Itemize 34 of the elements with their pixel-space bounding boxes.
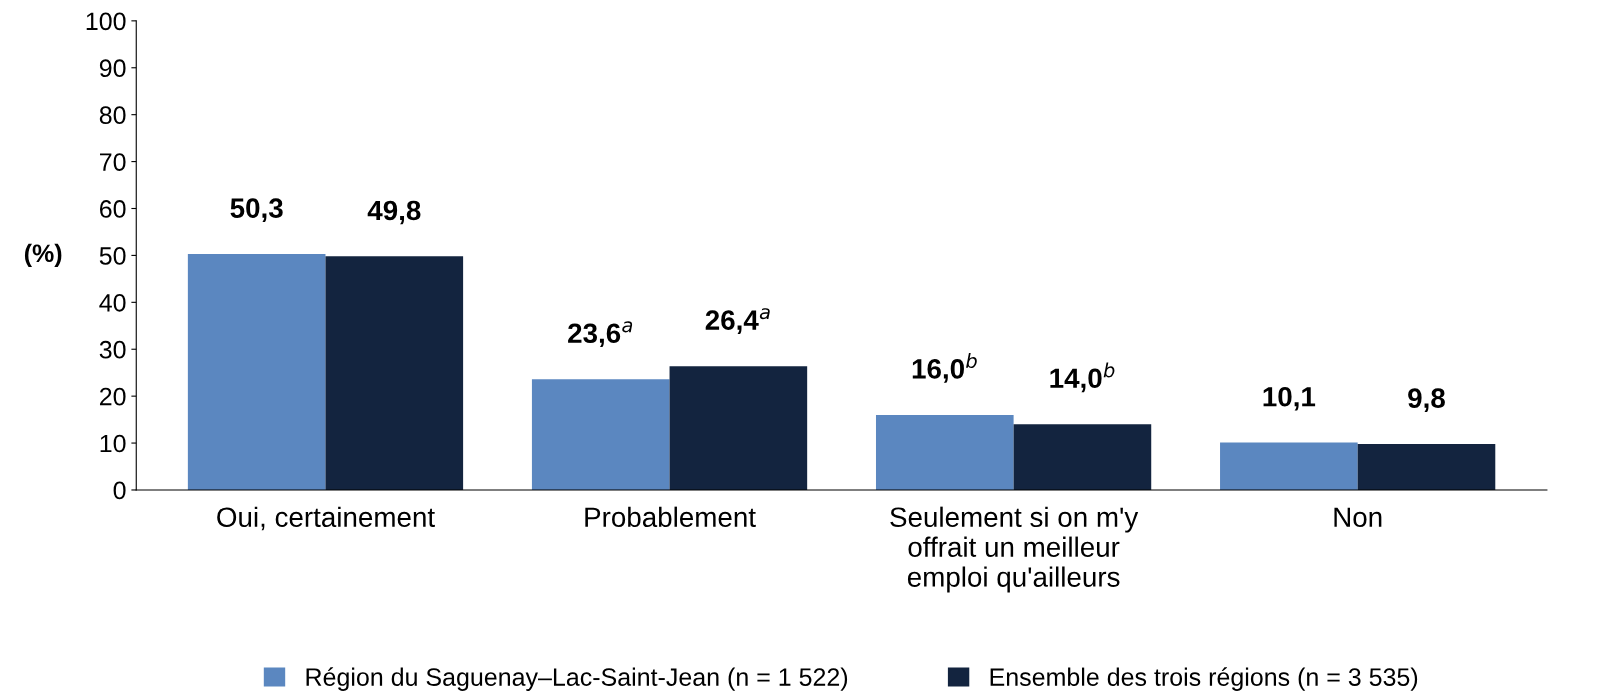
bar: [1357, 444, 1496, 490]
bar: [531, 379, 670, 490]
y-tick-label: 20: [99, 387, 126, 406]
y-tick-label: 10: [100, 434, 126, 453]
y-tick-label: 50: [99, 247, 126, 265]
y-tick-label: 90: [99, 59, 126, 78]
bar: [875, 414, 1014, 490]
bar: [1013, 424, 1152, 490]
bar: [669, 366, 808, 490]
bar: [1220, 442, 1358, 490]
x-tick-label: Seulement si on m'y offrait un meilleur emploi qu'ailleurs: [890, 506, 1139, 593]
data-label: 9,8: [1408, 388, 1445, 412]
y-tick-label: 70: [100, 153, 126, 171]
y-tick-label: 60: [100, 200, 126, 218]
data-label: 10,1: [1263, 386, 1316, 411]
x-tick-label: Oui, certainement: [217, 506, 435, 531]
bar: [325, 256, 464, 490]
data-label: 23,6$^{a}$: [568, 321, 633, 348]
data-label: 50,3: [230, 198, 283, 222]
data-label: 16,0$^{b}$: [912, 353, 977, 383]
legend-label: Région du Saguenay–Lac-Saint-Jean (n = 1 522): [306, 667, 848, 691]
y-tick-label: 0: [113, 481, 126, 500]
y-tick-label: 40: [99, 293, 126, 312]
y-tick-label: 100: [86, 12, 126, 31]
y-tick-label: 30: [99, 340, 126, 359]
bar: [187, 254, 326, 490]
y-axis-title: (%): [24, 243, 62, 268]
x-tick-label: Non: [1334, 507, 1382, 528]
data-label: 26,4$^{a}$: [705, 308, 770, 334]
data-label: 49,8: [367, 200, 421, 225]
x-tick-label: Probablement: [585, 506, 756, 528]
data-label: 14,0$^{b}$: [1050, 362, 1115, 393]
legend-label: Ensemble des trois régions (n = 3 535): [990, 667, 1418, 691]
y-tick-label: 80: [99, 106, 126, 124]
